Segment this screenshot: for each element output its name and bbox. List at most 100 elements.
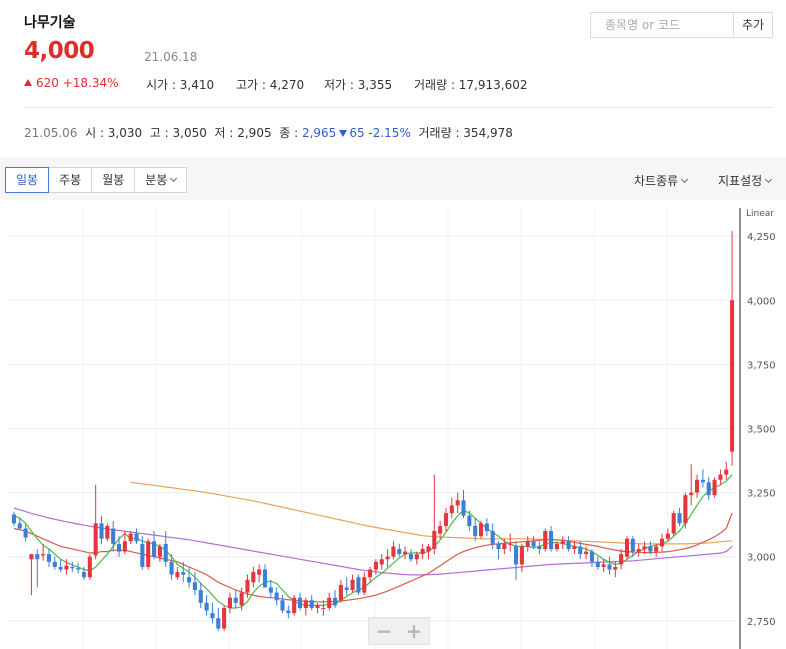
- tab-monthly[interactable]: 월봉: [92, 167, 136, 193]
- chevron-down-icon: [170, 174, 178, 183]
- candlestick-chart[interactable]: 2,750 3,000 3,250 3,500 3,750 4,000 4,250 Linea…: [0, 200, 786, 649]
- candle-body: [23, 528, 28, 538]
- candle-body: [169, 561, 174, 575]
- candle-body: [111, 528, 116, 544]
- candle-body: [297, 597, 303, 608]
- y-tick-label: 2,750: [747, 617, 776, 628]
- candle-body: [589, 551, 594, 562]
- candle-body: [35, 554, 40, 560]
- candle-body: [175, 572, 180, 578]
- candle-body: [432, 531, 437, 550]
- candle-body: [613, 566, 618, 570]
- candle-body: [426, 546, 431, 552]
- ma60-line: [13, 507, 733, 576]
- candle-body: [379, 559, 384, 565]
- candle-body: [116, 543, 122, 552]
- candle-body: [403, 551, 408, 555]
- search-input[interactable]: 종목명 or 코드: [590, 12, 734, 38]
- candle-body: [128, 533, 133, 542]
- down-triangle-icon: [339, 130, 348, 137]
- candle-body: [449, 505, 454, 514]
- candle-body: [239, 592, 244, 606]
- candle-body: [122, 541, 127, 552]
- candle-body: [99, 523, 104, 539]
- candle-body: [706, 482, 711, 496]
- candle-body: [461, 500, 466, 516]
- candle-body: [648, 546, 653, 552]
- candle-body: [712, 479, 717, 496]
- candle-body: [292, 597, 297, 614]
- candle-body: [490, 531, 495, 544]
- stock-name: 나무기술: [24, 15, 76, 31]
- candle-body: [280, 600, 285, 611]
- candle-body: [309, 600, 314, 608]
- candle-body: [636, 549, 641, 552]
- candle-body: [87, 556, 92, 578]
- candle-body: [543, 531, 548, 550]
- candle-body: [251, 572, 256, 583]
- candle-body: [595, 561, 600, 567]
- candle-body: [157, 546, 162, 557]
- y-tick-label: 3,000: [747, 553, 776, 564]
- chart-type-dropdown[interactable]: 차트종류: [634, 172, 689, 189]
- quote-date: 21.06.18: [144, 50, 198, 64]
- candle-body: [642, 546, 647, 550]
- candle-body: [373, 561, 378, 570]
- y-tick-label: 3,250: [747, 489, 776, 500]
- candle-body: [64, 565, 69, 570]
- candle-body: [134, 533, 139, 542]
- candle-body: [140, 543, 145, 567]
- tab-minute[interactable]: 분봉: [135, 167, 188, 193]
- candle-body: [391, 546, 396, 557]
- candle-body: [508, 543, 513, 545]
- candle-body: [473, 525, 478, 537]
- candle-body: [724, 469, 729, 475]
- candle-body: [52, 561, 57, 567]
- price-change: 620 +18.34%: [24, 76, 119, 90]
- candle-body: [245, 579, 250, 593]
- hover-ohlc-readout: 21.05.06 시 : 3,030 고 : 3,050 저 : 2,905 종…: [24, 126, 513, 140]
- tab-weekly[interactable]: 주봉: [49, 167, 93, 193]
- add-button[interactable]: 추가: [733, 12, 773, 38]
- candle-body: [624, 538, 630, 557]
- candle-body: [549, 531, 554, 550]
- ma20-line: [13, 512, 733, 603]
- candle-body: [81, 572, 87, 578]
- up-triangle-icon: [24, 79, 32, 86]
- ma120-line: [130, 481, 733, 545]
- indicator-settings-dropdown[interactable]: 지표설정: [718, 172, 773, 189]
- y-tick-label: 4,250: [747, 232, 776, 243]
- period-tabs: 일봉 주봉 월봉 분봉: [5, 167, 188, 193]
- tab-daily[interactable]: 일봉: [5, 167, 50, 193]
- open-stat: 시가 : 3,410: [146, 78, 215, 92]
- candle-body: [192, 582, 197, 591]
- candle-body: [584, 551, 589, 555]
- candle-body: [671, 513, 676, 534]
- zoom-controls: − +: [368, 617, 430, 645]
- candle-body: [70, 566, 75, 569]
- candle-body: [181, 572, 186, 575]
- candle-body: [484, 523, 489, 532]
- candle-body: [286, 610, 291, 614]
- zoom-in-button[interactable]: +: [405, 619, 423, 643]
- candle-body: [578, 546, 583, 555]
- candle-body: [11, 514, 16, 524]
- y-tick-label: 4,000: [747, 296, 776, 307]
- candle-body: [315, 605, 320, 608]
- divider: [24, 107, 774, 108]
- candle-body: [385, 556, 390, 560]
- candle-body: [163, 543, 168, 562]
- candle-body: [350, 579, 355, 591]
- candle-body: [537, 546, 542, 550]
- candle-body: [554, 543, 559, 550]
- candle-body: [41, 554, 46, 556]
- zoom-out-button[interactable]: −: [375, 619, 393, 643]
- candle-body: [210, 613, 215, 619]
- candle-body: [17, 523, 22, 529]
- candle-body: [344, 587, 349, 591]
- candle-body: [204, 602, 209, 611]
- candle-body: [321, 607, 326, 609]
- candle-body: [303, 600, 308, 608]
- candle-body: [198, 590, 203, 603]
- candle-body: [362, 577, 367, 593]
